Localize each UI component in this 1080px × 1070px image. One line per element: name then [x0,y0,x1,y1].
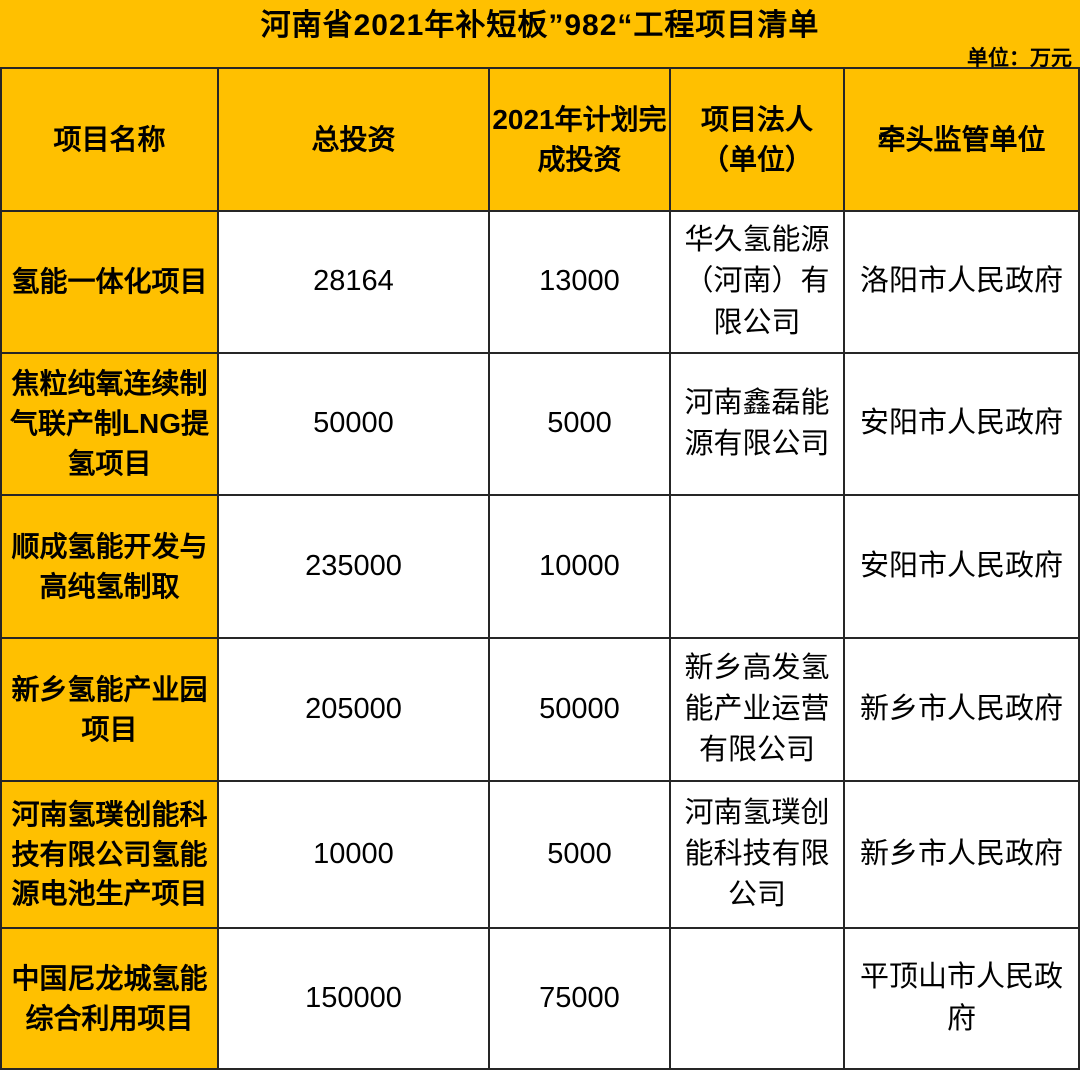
cell-project-name: 新乡氢能产业园 项目 [2,639,219,782]
page-title: 河南省2021年补短板”982“工程项目清单 [260,9,820,42]
cell-legal-entity: 华久氢能源 （河南）有 限公司 [671,212,845,354]
cell-legal-entity: 河南氢璞创 能科技有限 公司 [671,782,845,929]
cell-project-name: 中国尼龙城氢能 综合利用项目 [2,929,219,1070]
header-cell-legal-entity: 项目法人 （单位） [671,69,845,212]
cell-total-investment: 28164 [219,212,490,354]
cell-legal-entity [671,929,845,1070]
cell-2021-plan: 5000 [490,782,671,929]
cell-2021-plan: 75000 [490,929,671,1070]
cell-project-name: 氢能一体化项目 [2,212,219,354]
cell-total-investment: 205000 [219,639,490,782]
header-cell-project-name: 项目名称 [2,69,219,212]
cell-legal-entity: 河南鑫磊能 源有限公司 [671,354,845,496]
cell-total-investment: 10000 [219,782,490,929]
cell-total-investment: 150000 [219,929,490,1070]
cell-2021-plan: 10000 [490,496,671,639]
cell-project-name: 焦粒纯氧连续制 气联产制LNG提 氢项目 [2,354,219,496]
cell-project-name: 河南氢璞创能科 技有限公司氢能 源电池生产项目 [2,782,219,929]
unit-label: 单位：万元 [967,47,1072,70]
projects-table: 项目名称 总投资 2021年计划完 成投资 项目法人 （单位） 牵头监管单位 氢… [0,67,1080,1070]
cell-supervisor: 平顶山市人民政府 [845,929,1080,1070]
cell-supervisor: 安阳市人民政府 [845,496,1080,639]
cell-supervisor: 新乡市人民政府 [845,639,1080,782]
cell-project-name: 顺成氢能开发与 高纯氢制取 [2,496,219,639]
header-cell-total-investment: 总投资 [219,69,490,212]
cell-total-investment: 50000 [219,354,490,496]
cell-2021-plan: 13000 [490,212,671,354]
cell-legal-entity: 新乡高发氢 能产业运营 有限公司 [671,639,845,782]
cell-supervisor: 新乡市人民政府 [845,782,1080,929]
header-cell-supervisor: 牵头监管单位 [845,69,1080,212]
cell-total-investment: 235000 [219,496,490,639]
cell-2021-plan: 50000 [490,639,671,782]
header-cell-2021-plan: 2021年计划完 成投资 [490,69,671,212]
cell-supervisor: 安阳市人民政府 [845,354,1080,496]
cell-2021-plan: 5000 [490,354,671,496]
cell-supervisor: 洛阳市人民政府 [845,212,1080,354]
cell-legal-entity [671,496,845,639]
